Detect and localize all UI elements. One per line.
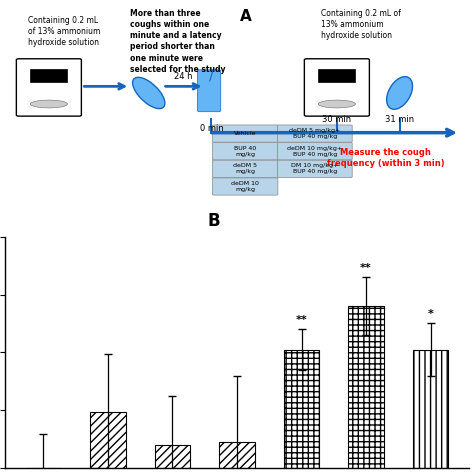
Text: 0 min: 0 min <box>200 124 223 133</box>
Text: 30 min: 30 min <box>322 115 351 124</box>
Text: 24 h: 24 h <box>174 72 193 81</box>
FancyBboxPatch shape <box>16 59 82 116</box>
FancyBboxPatch shape <box>277 142 352 160</box>
FancyBboxPatch shape <box>304 59 369 116</box>
Text: DM 10 mg/kg+
BUP 40 mg/kg: DM 10 mg/kg+ BUP 40 mg/kg <box>291 164 338 174</box>
Text: deDM 5 mg/kg+
BUP 40 mg/kg: deDM 5 mg/kg+ BUP 40 mg/kg <box>289 128 340 139</box>
Text: Containing 0.2 mL
of 13% ammonium
hydroxide solution: Containing 0.2 mL of 13% ammonium hydrox… <box>28 16 100 47</box>
Text: A: A <box>240 9 252 24</box>
Ellipse shape <box>133 77 165 109</box>
Text: B: B <box>208 212 220 230</box>
Text: More than three
coughs within one
minute and a latency
period shorter than
one m: More than three coughs within one minute… <box>130 9 226 74</box>
Text: deDM 5
mg/kg: deDM 5 mg/kg <box>233 164 257 174</box>
FancyBboxPatch shape <box>212 178 278 195</box>
Bar <box>155 445 190 468</box>
Ellipse shape <box>30 100 67 108</box>
Text: Measure the cough
frequency (within 3 min): Measure the cough frequency (within 3 mi… <box>327 148 445 168</box>
Bar <box>413 350 448 468</box>
FancyBboxPatch shape <box>277 160 352 177</box>
Text: BUP 40
mg/kg: BUP 40 mg/kg <box>234 146 256 157</box>
Bar <box>319 69 356 82</box>
FancyBboxPatch shape <box>198 70 221 112</box>
FancyBboxPatch shape <box>277 125 352 142</box>
Ellipse shape <box>318 100 356 108</box>
Text: **: ** <box>360 263 372 273</box>
Text: Vehicle: Vehicle <box>234 131 256 136</box>
Text: Containing 0.2 mL of
13% ammonium
hydroxide solution: Containing 0.2 mL of 13% ammonium hydrox… <box>320 9 401 40</box>
Text: *: * <box>428 309 434 319</box>
Bar <box>219 442 255 468</box>
FancyBboxPatch shape <box>212 125 278 142</box>
FancyBboxPatch shape <box>212 160 278 177</box>
Bar <box>90 412 126 468</box>
Text: **: ** <box>296 315 308 325</box>
Ellipse shape <box>387 77 412 109</box>
Bar <box>348 306 384 468</box>
FancyBboxPatch shape <box>212 142 278 160</box>
Text: /: / <box>209 68 214 82</box>
Text: deDM 10
mg/kg: deDM 10 mg/kg <box>231 181 259 192</box>
Text: deDM 10 mg/kg+
BUP 40 mg/kg: deDM 10 mg/kg+ BUP 40 mg/kg <box>287 146 342 157</box>
Bar <box>284 350 319 468</box>
Text: 31 min: 31 min <box>385 115 414 124</box>
Bar <box>30 69 67 82</box>
